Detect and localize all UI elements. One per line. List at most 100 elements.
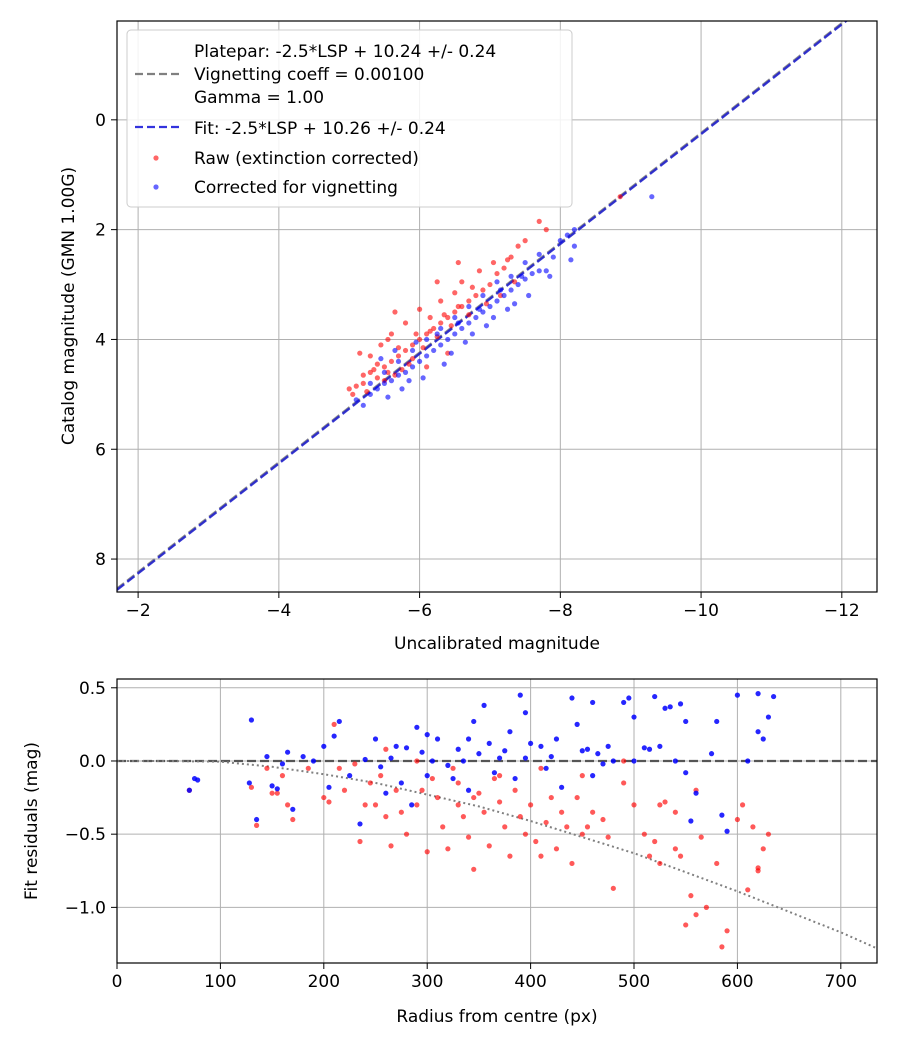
top-x-tick-label: −12 (824, 601, 860, 621)
top-corrected-point (490, 314, 497, 321)
top-raw-point (381, 364, 388, 370)
bottom-raw-point (564, 824, 570, 830)
bottom-corrected-point (724, 828, 730, 834)
bottom-raw-point (279, 773, 286, 779)
top-raw-point (466, 298, 472, 304)
top-raw-point (346, 386, 352, 392)
bottom-corrected-point (393, 743, 399, 749)
bottom-corrected-point (331, 733, 337, 739)
bottom-points (186, 691, 777, 950)
bottom-raw-point (683, 922, 689, 928)
top-raw-point (508, 254, 514, 260)
top-corrected-point (522, 259, 528, 266)
bottom-corrected-point (646, 746, 653, 752)
top-corrected-point (388, 378, 395, 384)
top-corrected-point (497, 287, 504, 293)
bottom-raw-point (465, 834, 472, 840)
bottom-corrected-point (512, 775, 518, 782)
bottom-corrected-point (683, 718, 689, 725)
bottom-grid (116, 679, 877, 963)
bottom-corrected-point (626, 695, 632, 701)
bottom-raw-point (253, 822, 260, 828)
bottom-raw-point (533, 838, 539, 845)
bottom-x-tick-label: 0 (112, 972, 123, 992)
top-raw-point (406, 361, 412, 367)
legend-raw-label: Raw (extinction corrected) (194, 149, 419, 169)
top-y-tick-label: 0 (95, 111, 106, 131)
bottom-raw-point (528, 802, 534, 808)
top-raw-point (402, 347, 409, 354)
bottom-raw-point (703, 904, 709, 910)
bottom-x-tick-label: 700 (825, 972, 857, 992)
bottom-raw-point (429, 775, 435, 782)
bottom-corrected-point (445, 762, 451, 768)
top-raw-point (357, 350, 363, 356)
bottom-corrected-point (310, 758, 317, 764)
bottom-corrected-point (372, 736, 379, 742)
top-corrected-point (462, 339, 468, 345)
top-raw-point (371, 367, 377, 373)
bottom-raw-point (672, 846, 678, 852)
bottom-x-tick-label: 200 (308, 972, 340, 992)
bottom-raw-point (491, 775, 498, 782)
top-y-tick-label: 4 (95, 330, 106, 350)
top-corrected-point (476, 306, 483, 312)
legend-box (126, 29, 573, 208)
top-corrected-point (409, 364, 416, 370)
top-corrected-point (395, 372, 402, 378)
top-axes-frame (116, 20, 878, 593)
bottom-raw-point (445, 846, 451, 852)
top-raw-point (480, 287, 486, 293)
top-corrected-point (381, 380, 388, 386)
top-corrected-point (501, 292, 507, 299)
top-x-tick-label: −10 (683, 601, 719, 621)
bottom-corrected-point (714, 718, 720, 725)
bottom-raw-point (450, 765, 456, 771)
bottom-corrected-point (465, 736, 472, 742)
bottom-raw-point (393, 787, 399, 793)
bottom-x-axis-label: Radius from centre (px) (396, 1007, 597, 1027)
top-raw-point (494, 270, 500, 277)
bottom-corrected-point (419, 749, 425, 755)
bottom-x-tick-label: 400 (514, 972, 546, 992)
top-corrected-point (445, 336, 451, 343)
top-x-tick-label: −6 (407, 601, 432, 621)
top-raw-point (476, 268, 483, 274)
bottom-raw-point (739, 802, 746, 808)
bottom-raw-point (641, 831, 647, 837)
bottom-raw-point (605, 834, 611, 840)
top-corrected-point (487, 303, 493, 310)
top-raw-point (374, 375, 380, 381)
bottom-raw-point (657, 860, 663, 867)
top-corrected-point (409, 347, 416, 354)
bottom-corrected-point (693, 790, 699, 796)
bottom-raw-point (745, 887, 751, 893)
top-legend: Platepar: -2.5*LSP + 10.24 +/- 0.24 Vign… (126, 29, 573, 208)
bottom-corrected-point (398, 780, 404, 786)
bottom-raw-point (331, 721, 337, 727)
bottom-raw-point (502, 824, 508, 830)
bottom-corrected-point (528, 740, 534, 747)
top-corrected-point (434, 331, 440, 337)
bottom-raw-point (646, 853, 653, 859)
bottom-raw-point (657, 802, 663, 808)
bottom-raw-point (584, 824, 591, 830)
bottom-corrected-point (734, 692, 741, 698)
bottom-corrected-point (708, 751, 715, 757)
bottom-raw-point (579, 831, 585, 837)
bottom-raw-point (496, 799, 503, 805)
top-raw-point (459, 279, 465, 285)
bottom-corrected-point (574, 721, 580, 727)
top-corrected-point (381, 369, 388, 375)
bottom-corrected-point (434, 736, 441, 742)
top-raw-point (364, 389, 370, 395)
bottom-corrected-point (476, 751, 482, 757)
bottom-corrected-point (755, 691, 761, 697)
bottom-corrected-point (543, 765, 549, 771)
bottom-raw-point (264, 765, 270, 771)
bottom-corrected-point (657, 743, 663, 749)
top-corrected-point (424, 353, 430, 359)
bottom-corrected-point (496, 755, 503, 761)
top-corrected-point (571, 227, 578, 233)
bottom-corrected-point (424, 732, 430, 738)
